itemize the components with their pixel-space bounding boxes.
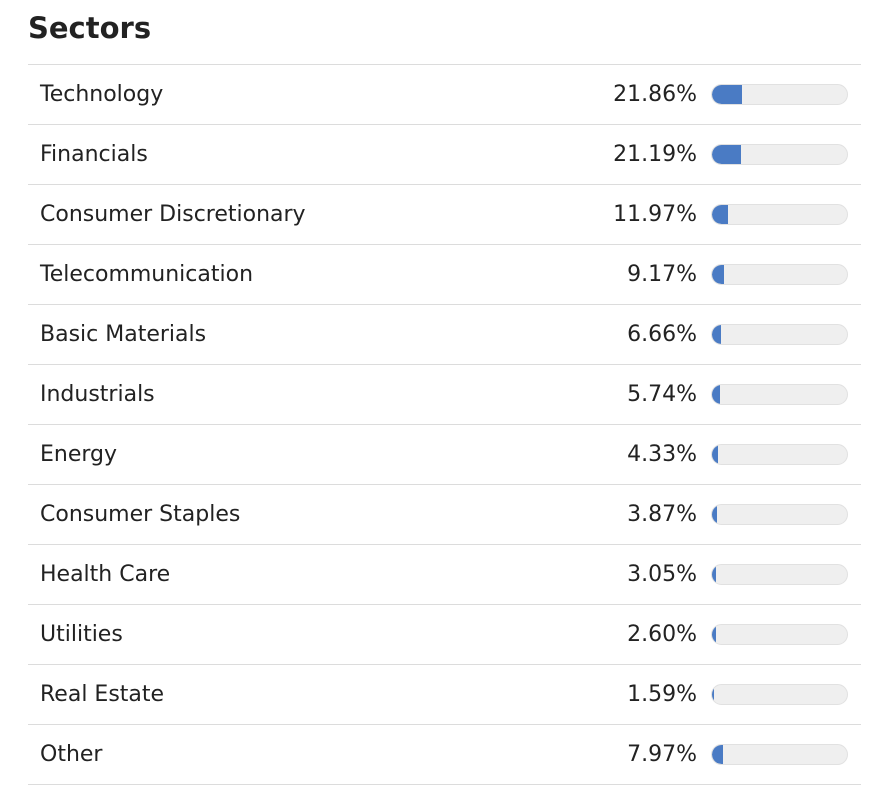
sector-bar — [711, 504, 848, 525]
sector-row: Real Estate 1.59% — [28, 665, 861, 725]
sector-bar-fill — [712, 505, 718, 524]
sector-percent: 21.86% — [613, 82, 697, 107]
sector-row: Energy 4.33% — [28, 425, 861, 485]
sector-percent: 21.19% — [613, 142, 697, 167]
sector-name: Consumer Discretionary — [40, 202, 306, 227]
sector-percent: 6.66% — [627, 322, 697, 347]
sector-name: Technology — [40, 82, 164, 107]
sector-bar — [711, 624, 848, 645]
sector-percent: 4.33% — [627, 442, 697, 467]
sector-name: Industrials — [40, 382, 155, 407]
sector-name: Telecommunication — [40, 262, 254, 287]
sector-row: Financials 21.19% — [28, 125, 861, 185]
sector-percent: 7.97% — [627, 742, 697, 767]
sector-bar-fill — [712, 265, 725, 284]
sector-bar-fill — [712, 685, 715, 704]
sector-row: Consumer Staples 3.87% — [28, 485, 861, 545]
sector-row: Utilities 2.60% — [28, 605, 861, 665]
sector-bar — [711, 384, 848, 405]
sector-bar — [711, 204, 848, 225]
sector-percent: 3.05% — [627, 562, 697, 587]
sector-bar — [711, 324, 848, 345]
sector-name: Basic Materials — [40, 322, 207, 347]
sector-name: Utilities — [40, 622, 123, 647]
sector-bar-fill — [712, 325, 721, 344]
sector-percent: 1.59% — [627, 682, 697, 707]
sector-percent: 3.87% — [627, 502, 697, 527]
sector-row: Industrials 5.74% — [28, 365, 861, 425]
sector-bar-fill — [712, 85, 742, 104]
sector-bar-fill — [712, 385, 720, 404]
sector-bar — [711, 684, 848, 705]
sector-percent: 5.74% — [627, 382, 697, 407]
sector-bar — [711, 744, 848, 765]
sector-percent: 11.97% — [613, 202, 697, 227]
sector-bar-fill — [712, 745, 723, 764]
sector-bar — [711, 564, 848, 585]
sector-row: Technology 21.86% — [28, 65, 861, 125]
sector-bar — [711, 264, 848, 285]
sector-name: Other — [40, 742, 103, 767]
sector-row: Other 7.97% — [28, 725, 861, 785]
sectors-list: Technology 21.86% Financials 21.19% Cons… — [28, 64, 861, 785]
sector-row: Telecommunication 9.17% — [28, 245, 861, 305]
sector-name: Consumer Staples — [40, 502, 241, 527]
sector-bar-fill — [712, 625, 716, 644]
sectors-panel: Sectors Technology 21.86% Financials 21.… — [28, 0, 861, 785]
sector-bar — [711, 444, 848, 465]
sector-name: Energy — [40, 442, 118, 467]
section-title: Sectors — [28, 11, 152, 45]
sector-bar — [711, 144, 848, 165]
sector-name: Financials — [40, 142, 148, 167]
sector-name: Health Care — [40, 562, 171, 587]
sector-bar-fill — [712, 565, 717, 584]
sector-bar-fill — [712, 445, 718, 464]
sector-row: Basic Materials 6.66% — [28, 305, 861, 365]
sector-percent: 9.17% — [627, 262, 697, 287]
sector-bar — [711, 84, 848, 105]
sector-row: Health Care 3.05% — [28, 545, 861, 605]
sector-bar-fill — [712, 205, 729, 224]
sector-percent: 2.60% — [627, 622, 697, 647]
sector-name: Real Estate — [40, 682, 165, 707]
sector-row: Consumer Discretionary 11.97% — [28, 185, 861, 245]
sector-bar-fill — [712, 145, 741, 164]
